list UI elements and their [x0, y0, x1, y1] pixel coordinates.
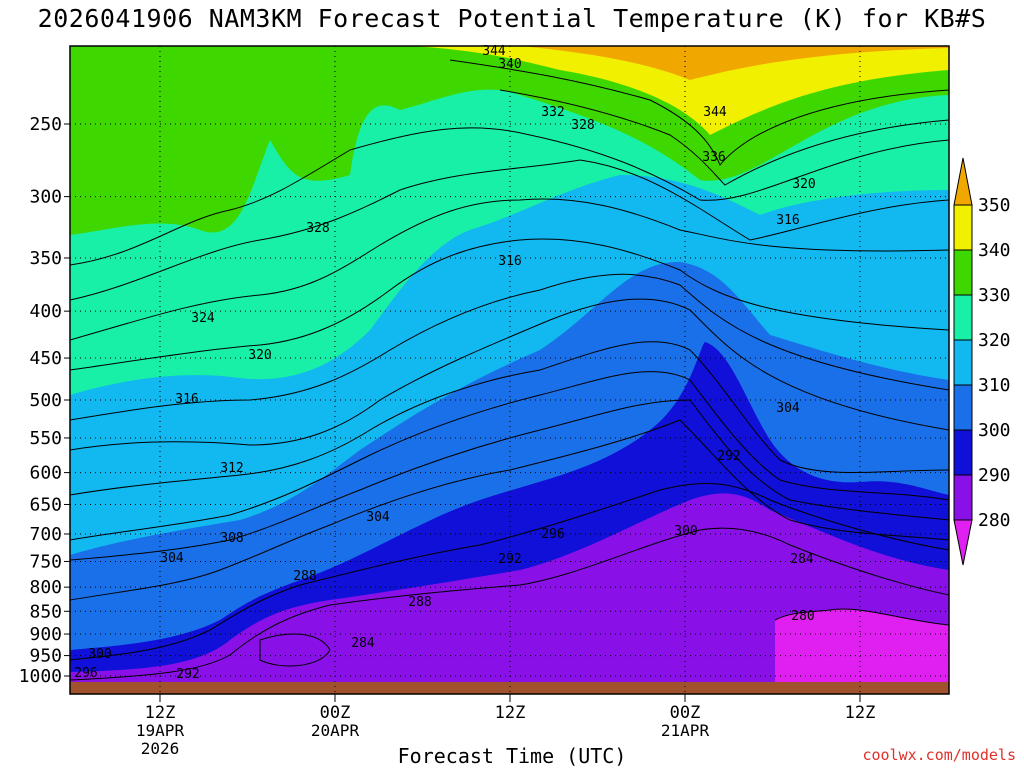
x-tick-sublabel: 2026 [141, 739, 180, 758]
colorbar-label: 290 [978, 465, 1011, 486]
contour-label: 340 [498, 57, 521, 72]
contour-label: 300 [88, 647, 111, 662]
x-axis-label: Forecast Time (UTC) [397, 744, 627, 768]
contour-label: 344 [703, 105, 727, 120]
y-tick-label: 750 [29, 551, 62, 572]
grid-lines [70, 46, 949, 694]
contour-labels: 3443403323283443363203163283163243203163… [74, 44, 815, 682]
contour-label: 292 [717, 449, 740, 464]
colorbar-swatch [953, 294, 973, 341]
contour-label: 304 [366, 510, 390, 525]
contour-label: 328 [306, 221, 329, 236]
y-tick-label: 600 [29, 463, 62, 484]
y-tick-label: 250 [29, 114, 62, 135]
x-tick-sublabel: 20APR [311, 721, 360, 740]
contour-label: 328 [571, 118, 594, 133]
contour-label: 312 [220, 461, 243, 476]
contour-label: 284 [351, 636, 375, 651]
y-tick-label: 700 [29, 524, 62, 545]
y-tick-label: 900 [29, 624, 62, 645]
contour-label: 292 [176, 667, 199, 682]
contour-label: 332 [541, 105, 564, 120]
colorbar-label: 280 [978, 510, 1011, 531]
contour-label: 304 [160, 551, 184, 566]
contour-label: 296 [74, 666, 97, 681]
contour-lines [70, 59, 949, 681]
contour-label: 336 [702, 150, 725, 165]
y-tick-label: 950 [29, 646, 62, 667]
colorbar-label: 350 [978, 195, 1011, 216]
contour-label: 296 [541, 527, 564, 542]
contour-label: 316 [498, 254, 521, 269]
contour-label: 316 [175, 392, 198, 407]
y-tick-label: 350 [29, 248, 62, 269]
y-tick-label: 850 [29, 601, 62, 622]
colorbar-label: 340 [978, 240, 1011, 261]
colorbar: 280 290 300 310 320 330 340 350 [953, 157, 1011, 566]
colorbar-swatch [953, 157, 973, 206]
y-tick-label: 400 [29, 301, 62, 322]
colorbar-label: 300 [978, 420, 1011, 441]
colorbar-swatch [953, 519, 973, 566]
y-tick-label: 500 [29, 390, 62, 411]
x-tick-sublabel: 19APR [136, 721, 185, 740]
chart-title: 2026041906 NAM3KM Forecast Potential Tem… [37, 4, 987, 33]
y-tick-label: 550 [29, 428, 62, 449]
contour-label: 316 [776, 213, 799, 228]
x-tick-label: 00Z [320, 703, 351, 723]
x-tick-label: 12Z [845, 703, 876, 723]
colorbar-swatch [953, 429, 973, 476]
contour-label: 308 [220, 531, 243, 546]
x-tick-label: 12Z [495, 703, 526, 723]
y-tick-label: 1000 [19, 666, 62, 687]
colorbar-swatch [953, 384, 973, 431]
colorbar-label: 320 [978, 330, 1011, 351]
y-tick-label: 650 [29, 494, 62, 515]
contour-label: 320 [248, 348, 271, 363]
x-tick-label: 12Z [145, 703, 176, 723]
contour-label: 288 [408, 595, 431, 610]
contour-label: 300 [674, 524, 697, 539]
colorbar-swatch [953, 204, 973, 251]
contour-label: 304 [776, 401, 800, 416]
credit-text: coolwx.com/models [862, 746, 1016, 764]
colorbar-label: 310 [978, 375, 1011, 396]
colorbar-swatch [953, 249, 973, 296]
contour-label: 292 [498, 552, 521, 567]
y-tick-label: 800 [29, 577, 62, 598]
contour-label: 324 [191, 311, 215, 326]
x-tick-label: 00Z [670, 703, 701, 723]
y-axis: 2503003504004505005506006507007508008509… [19, 114, 70, 687]
y-tick-label: 300 [29, 187, 62, 208]
colorbar-label: 330 [978, 285, 1011, 306]
contour-label: 284 [790, 552, 814, 567]
contour-label: 288 [293, 569, 316, 584]
x-tick-sublabel: 21APR [661, 721, 710, 740]
contour-label: 280 [791, 609, 814, 624]
colorbar-swatch [953, 474, 973, 521]
colorbar-swatch [953, 339, 973, 386]
contour-label: 344 [482, 44, 506, 59]
y-tick-label: 450 [29, 348, 62, 369]
contour-label: 320 [792, 177, 815, 192]
